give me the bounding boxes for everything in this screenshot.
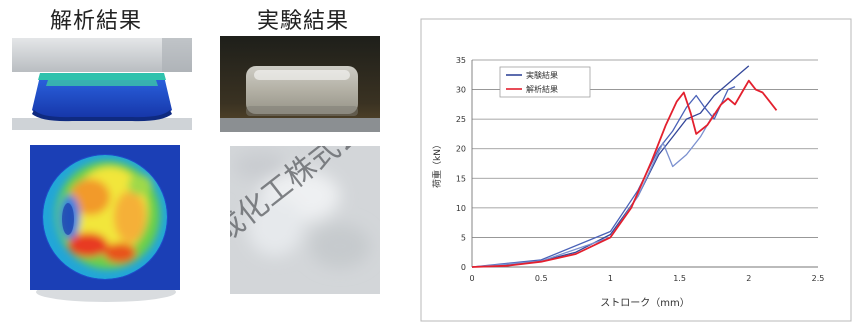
legend-label-analysis: 解析結果: [526, 84, 558, 94]
y-axis-label: 荷重（kN）: [431, 140, 443, 188]
chart-frame: [420, 18, 852, 322]
y-tick-label: 15: [456, 174, 466, 183]
y-tick-label: 25: [456, 115, 466, 124]
legend-label-experiment: 実験結果: [526, 70, 558, 80]
series-line-3: [471, 79, 778, 268]
x-tick-label: 1.5: [673, 274, 686, 283]
x-tick-label: 0.5: [535, 274, 548, 283]
y-tick-label: 0: [461, 263, 466, 272]
y-tick-label: 30: [456, 86, 466, 95]
simulation-deformation-image: [12, 38, 192, 130]
load-stroke-chart: 0 5 10 15 20 25 30 35 0 0.5 1 1.5 2 2.5 ストローク（mm） 荷重（…: [420, 18, 852, 322]
simulation-heatmap-image: [30, 145, 180, 290]
chart-legend: 実験結果 解析結果: [499, 66, 591, 98]
y-tick-label: 20: [456, 145, 466, 154]
series-layer: [471, 65, 778, 268]
x-axis-label: ストローク（mm）: [600, 297, 689, 309]
experiment-result-title: 実験結果: [256, 9, 349, 34]
experiment-photo-top: 成化工株式会: [230, 146, 380, 294]
series-line-2: [471, 112, 715, 268]
analysis-result-title: 解析結果: [49, 9, 142, 34]
y-tick-label: 5: [461, 233, 466, 242]
x-tick-label: 2.5: [812, 274, 825, 283]
legend-box: [499, 66, 591, 98]
x-tick-label: 0: [469, 274, 474, 283]
y-tick-label: 10: [456, 204, 466, 213]
x-tick-label: 1: [608, 274, 613, 283]
series-line-1: [471, 86, 736, 268]
axis-layer: 0 5 10 15 20 25 30 35 0 0.5 1 1.5 2 2.5: [456, 56, 825, 283]
y-tick-label: 35: [456, 56, 466, 65]
experiment-photo-side: [220, 36, 380, 132]
x-tick-label: 2: [746, 274, 751, 283]
